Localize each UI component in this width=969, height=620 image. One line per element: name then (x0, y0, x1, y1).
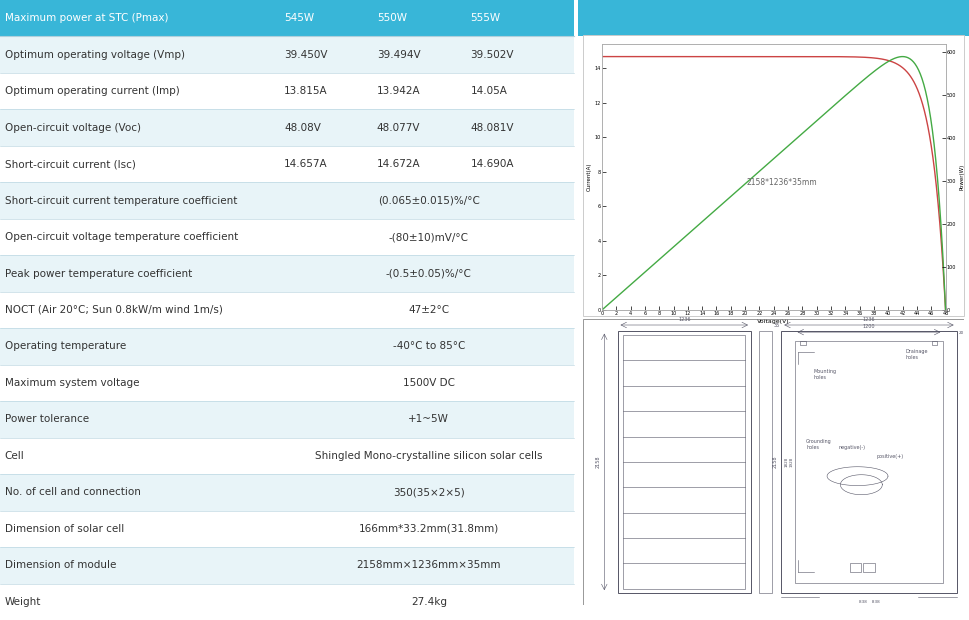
Text: 14.657A: 14.657A (284, 159, 328, 169)
Text: Optimum operating current (Imp): Optimum operating current (Imp) (5, 86, 179, 96)
Text: 2158: 2158 (596, 456, 601, 468)
X-axis label: Voltage(V): Voltage(V) (758, 319, 790, 324)
Text: 350(35×2×5): 350(35×2×5) (392, 487, 465, 497)
Text: Cell: Cell (5, 451, 24, 461)
Y-axis label: Current(A): Current(A) (586, 162, 591, 191)
Text: 39.450V: 39.450V (284, 50, 328, 60)
Bar (0, 37, 574, 73)
Text: Power tolerance: Power tolerance (5, 414, 89, 425)
Text: 550W: 550W (377, 13, 407, 23)
Bar (0, 182, 574, 219)
Text: Dimension of module: Dimension of module (5, 560, 116, 570)
Text: Dimension of solar cell: Dimension of solar cell (5, 524, 124, 534)
Text: 1828: 1828 (785, 457, 789, 467)
Bar (0, 146, 574, 182)
Text: 35: 35 (773, 323, 780, 328)
Text: Open-circuit voltage temperature coefficient: Open-circuit voltage temperature coeffic… (5, 232, 237, 242)
Bar (850, 563, 861, 572)
Bar (795, 341, 943, 583)
Bar (800, 340, 806, 345)
Text: Grounding
holes: Grounding holes (806, 439, 831, 450)
Bar (759, 330, 772, 593)
Bar (0, 365, 574, 401)
Bar (617, 330, 751, 593)
Text: 48.077V: 48.077V (377, 123, 421, 133)
Text: negative(-): negative(-) (838, 446, 865, 451)
Bar (0, 73, 574, 109)
Text: 13.815A: 13.815A (284, 86, 328, 96)
Text: Peak power temperature coefficient: Peak power temperature coefficient (5, 268, 192, 278)
Text: Short-circuit current (Isc): Short-circuit current (Isc) (5, 159, 136, 169)
Text: 48.081V: 48.081V (470, 123, 514, 133)
Text: 1236: 1236 (678, 317, 691, 322)
Bar (0, 292, 574, 328)
Text: 14.672A: 14.672A (377, 159, 421, 169)
Bar (0, 583, 574, 620)
Bar (0, 511, 574, 547)
Text: 545W: 545W (284, 13, 314, 23)
Text: 27.4kg: 27.4kg (411, 597, 447, 607)
Bar (623, 335, 745, 589)
Text: 1236: 1236 (862, 317, 875, 322)
Text: Mounting
holes: Mounting holes (814, 369, 837, 380)
Text: Shingled Mono-crystalline silicon solar cells: Shingled Mono-crystalline silicon solar … (315, 451, 543, 461)
Text: +1~5W: +1~5W (408, 414, 450, 425)
Bar (578, 0, 969, 37)
Text: 166mm*33.2mm(31.8mm): 166mm*33.2mm(31.8mm) (359, 524, 499, 534)
Bar (0, 0, 574, 37)
Text: 1200: 1200 (862, 324, 875, 329)
Bar (0, 401, 574, 438)
Text: positive(+): positive(+) (877, 454, 904, 459)
Bar (0, 255, 574, 292)
Text: 39.494V: 39.494V (377, 50, 421, 60)
Text: 838    838: 838 838 (859, 600, 879, 604)
Text: -40°C to 85°C: -40°C to 85°C (392, 342, 465, 352)
Text: 1928: 1928 (790, 457, 794, 467)
Bar (0, 547, 574, 583)
Text: 13.942A: 13.942A (377, 86, 421, 96)
Bar (0, 474, 574, 511)
Text: -(0.5±0.05)%/°C: -(0.5±0.05)%/°C (386, 268, 472, 278)
Text: 14.690A: 14.690A (470, 159, 514, 169)
Text: 2158mm×1236mm×35mm: 2158mm×1236mm×35mm (357, 560, 501, 570)
Bar (0, 109, 574, 146)
Text: Operating temperature: Operating temperature (5, 342, 126, 352)
Text: -(80±10)mV/°C: -(80±10)mV/°C (389, 232, 469, 242)
Bar (863, 563, 875, 572)
Text: 1500V DC: 1500V DC (403, 378, 454, 388)
Bar (0, 438, 574, 474)
Text: 555W: 555W (470, 13, 501, 23)
Text: NOCT (Air 20°C; Sun 0.8kW/m wind 1m/s): NOCT (Air 20°C; Sun 0.8kW/m wind 1m/s) (5, 305, 223, 315)
Text: Weight: Weight (5, 597, 41, 607)
Text: 39.502V: 39.502V (470, 50, 514, 60)
Text: Open-circuit voltage (Voc): Open-circuit voltage (Voc) (5, 123, 141, 133)
Text: 20: 20 (958, 330, 964, 335)
Text: Drainage
holes: Drainage holes (905, 349, 927, 360)
Text: Maximum system voltage: Maximum system voltage (5, 378, 140, 388)
Text: No. of cell and connection: No. of cell and connection (5, 487, 141, 497)
Bar (0, 219, 574, 255)
Text: 48.08V: 48.08V (284, 123, 321, 133)
Bar (0, 328, 574, 365)
Text: 14.05A: 14.05A (470, 86, 507, 96)
Y-axis label: Power(W): Power(W) (959, 164, 964, 190)
Text: 2158: 2158 (772, 456, 777, 468)
Text: (0.065±0.015)%/°C: (0.065±0.015)%/°C (378, 195, 480, 206)
Bar (932, 340, 937, 345)
Text: 47±2°C: 47±2°C (408, 305, 450, 315)
Bar (781, 330, 956, 593)
Text: 2158*1236*35mm: 2158*1236*35mm (746, 178, 817, 187)
Text: Maximum power at STC (Pmax): Maximum power at STC (Pmax) (5, 13, 168, 23)
Text: Optimum operating voltage (Vmp): Optimum operating voltage (Vmp) (5, 50, 184, 60)
Text: Short-circuit current temperature coefficient: Short-circuit current temperature coeffi… (5, 195, 237, 206)
